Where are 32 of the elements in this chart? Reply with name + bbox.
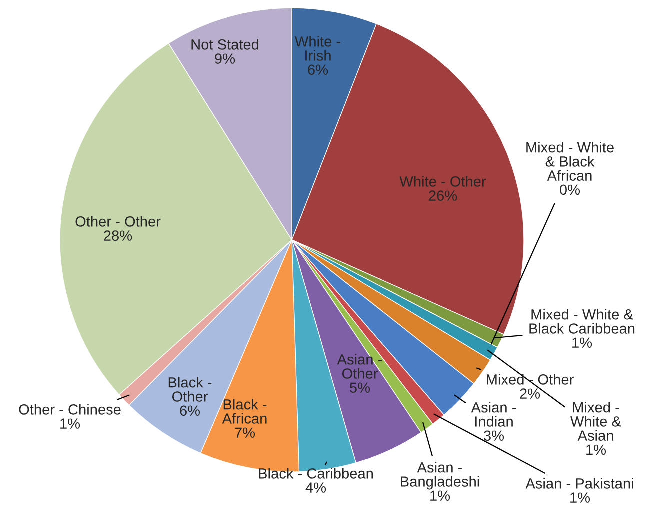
- slice-label: Mixed - Other: [487, 374, 574, 385]
- slice-label: Asian - Other: [337, 354, 382, 379]
- data-label: 28%: [104, 230, 132, 241]
- slice-label: Asian - Bangladeshi: [401, 462, 480, 490]
- slice-label: Other - Other: [76, 216, 161, 227]
- data-label: 2%: [520, 388, 540, 399]
- data-label: 26%: [429, 190, 458, 201]
- data-label: 7%: [235, 428, 256, 438]
- data-label: 1%: [570, 492, 590, 503]
- data-label: 9%: [215, 54, 236, 64]
- data-label: 1%: [60, 418, 80, 429]
- data-label: 1%: [430, 490, 450, 501]
- slice-label: Black - African: [222, 399, 267, 424]
- slice-label: White - Irish: [294, 36, 340, 61]
- data-label: 6%: [180, 406, 200, 416]
- slice-label: Mixed - White & Black Caribbean: [530, 309, 635, 334]
- text: 0%: [560, 184, 580, 196]
- data-label: 5%: [350, 382, 370, 394]
- slice-label: Asian - Indian: [471, 402, 516, 427]
- category-label: Mixed - White & Black African: [526, 142, 614, 181]
- slice-label: Asian - Pakistani: [526, 478, 634, 489]
- data-label: 3%: [484, 430, 504, 442]
- data-label: 6%: [308, 64, 328, 76]
- data-label: 1%: [572, 338, 592, 348]
- slice-label: Not Stated: [192, 39, 259, 50]
- slice-label: Black - Other: [168, 377, 212, 402]
- data-label: 1%: [586, 444, 606, 456]
- slice-label: Mixed - White & Asian: [570, 402, 622, 441]
- slice-label: Black - Caribbean: [259, 468, 374, 479]
- data-label: 4%: [306, 482, 326, 493]
- slice-label: White - Other: [400, 176, 486, 187]
- slice-label: Other - Chinese: [19, 404, 121, 415]
